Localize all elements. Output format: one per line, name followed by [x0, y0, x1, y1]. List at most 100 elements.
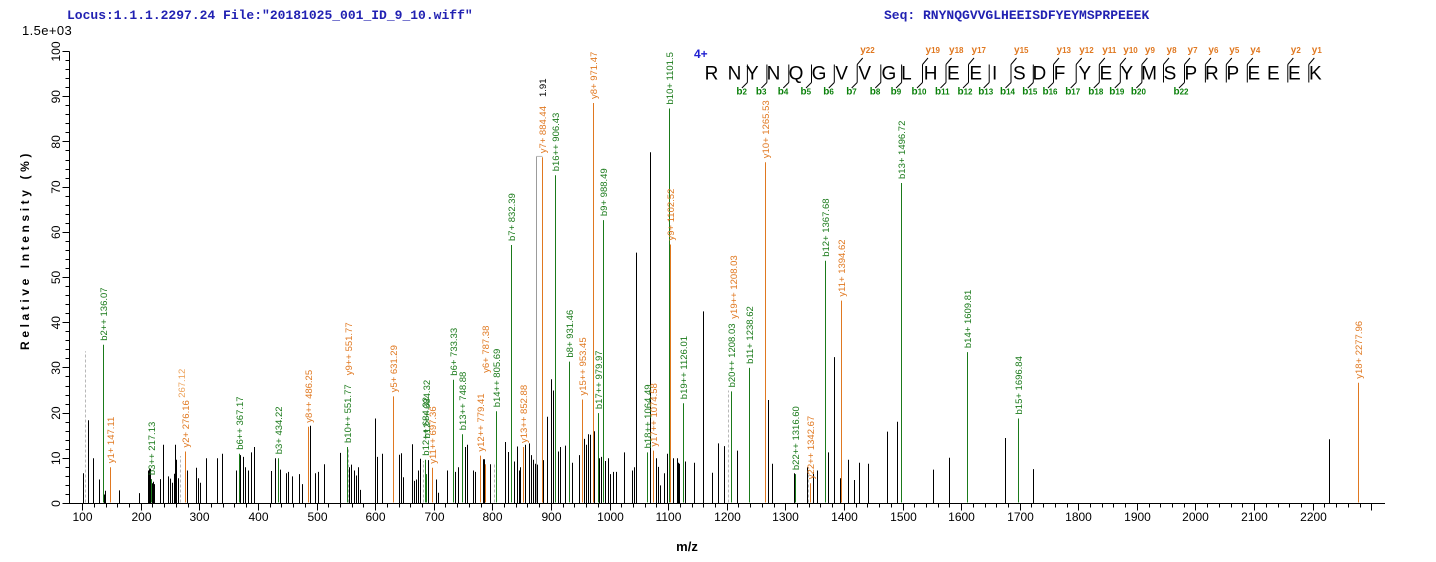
svg-text:1200: 1200 — [714, 510, 741, 524]
svg-text:S: S — [1164, 64, 1177, 85]
svg-text:y13++ 852.88: y13++ 852.88 — [519, 385, 530, 443]
svg-text:900: 900 — [541, 510, 561, 524]
svg-text:b18: b18 — [1088, 87, 1104, 98]
svg-text:Relative Intensity (%): Relative Intensity (%) — [18, 150, 32, 350]
svg-text:b12: b12 — [958, 87, 974, 98]
svg-text:V: V — [858, 64, 871, 85]
svg-text:b13++ 748.88: b13++ 748.88 — [458, 372, 469, 431]
svg-text:y17++ 1074.58: y17++ 1074.58 — [649, 383, 660, 446]
svg-text:G: G — [882, 64, 897, 85]
svg-text:b9: b9 — [891, 87, 902, 98]
svg-text:y9: y9 — [1145, 45, 1156, 56]
svg-text:b18++ 1064.49: b18++ 1064.49 — [643, 384, 654, 448]
svg-text:Q: Q — [789, 64, 804, 85]
svg-text:b22: b22 — [1174, 87, 1190, 98]
svg-text:2000: 2000 — [1182, 510, 1209, 524]
svg-text:b14+ 1609.81: b14+ 1609.81 — [963, 290, 974, 348]
svg-text:M: M — [1141, 64, 1157, 85]
svg-text:y9+ 1102.52: y9+ 1102.52 — [666, 189, 677, 241]
svg-text:b10++ 551.77: b10++ 551.77 — [343, 384, 354, 443]
svg-text:y5+ 631.29: y5+ 631.29 — [389, 345, 400, 392]
svg-text:y13: y13 — [1057, 45, 1072, 56]
svg-text:y10: y10 — [1123, 45, 1138, 56]
svg-text:b13+ 1496.72: b13+ 1496.72 — [897, 121, 908, 179]
svg-text:R: R — [705, 64, 719, 85]
svg-text:b12+ 1367.68: b12+ 1367.68 — [821, 198, 832, 256]
svg-text:b7+ 832.39: b7+ 832.39 — [507, 193, 518, 241]
svg-text:y8+ 971.47: y8+ 971.47 — [589, 52, 600, 99]
svg-text:b15: b15 — [1022, 87, 1038, 98]
svg-text:90: 90 — [49, 90, 63, 104]
svg-text:y11++ 697.36: y11++ 697.36 — [428, 406, 439, 463]
svg-text:600: 600 — [365, 510, 385, 524]
svg-text:b19: b19 — [1109, 87, 1125, 98]
svg-text:y4: y4 — [1250, 45, 1261, 56]
svg-text:E: E — [1247, 64, 1260, 85]
svg-text:b11+ 1238.62: b11+ 1238.62 — [745, 306, 756, 364]
svg-text:b14: b14 — [1000, 87, 1016, 98]
svg-text:I: I — [992, 64, 997, 85]
svg-text:y8: y8 — [1167, 45, 1178, 56]
svg-text:N: N — [767, 64, 781, 85]
svg-text:E: E — [1288, 64, 1301, 85]
svg-text:70: 70 — [49, 180, 63, 194]
svg-text:y7+ 884.44: y7+ 884.44 — [538, 106, 549, 153]
svg-text:400: 400 — [248, 510, 268, 524]
svg-text:100: 100 — [49, 41, 63, 61]
svg-text:1900: 1900 — [1124, 510, 1151, 524]
svg-text:0: 0 — [49, 500, 63, 507]
svg-text:40: 40 — [49, 316, 63, 330]
svg-text:4+: 4+ — [694, 47, 708, 61]
svg-text:b13: b13 — [978, 87, 994, 98]
svg-text:y18+ 2277.96: y18+ 2277.96 — [1354, 321, 1365, 379]
svg-text:1500: 1500 — [890, 510, 917, 524]
svg-text:y15: y15 — [1014, 45, 1029, 56]
svg-text:b12++ 684.32: b12++ 684.32 — [421, 397, 432, 456]
svg-text:b3+ 434.22: b3+ 434.22 — [274, 406, 285, 454]
svg-text:60: 60 — [49, 225, 63, 239]
svg-text:y8++ 486.25: y8++ 486.25 — [304, 370, 315, 423]
svg-text:1300: 1300 — [772, 510, 799, 524]
svg-text:y6+ 787.38: y6+ 787.38 — [481, 326, 492, 373]
svg-text:y5: y5 — [1229, 45, 1240, 56]
svg-text:100: 100 — [72, 510, 92, 524]
svg-text:1.91: 1.91 — [538, 79, 549, 98]
svg-text:1600: 1600 — [948, 510, 975, 524]
svg-text:y11+ 1394.62: y11+ 1394.62 — [837, 239, 848, 296]
svg-text:y19: y19 — [926, 45, 941, 56]
svg-text:20: 20 — [49, 406, 63, 420]
svg-text:b17: b17 — [1065, 87, 1081, 98]
svg-text:H: H — [924, 64, 938, 85]
svg-text:y18: y18 — [949, 45, 964, 56]
svg-text:S: S — [1013, 64, 1026, 85]
svg-text:1000: 1000 — [597, 510, 624, 524]
svg-text:y17: y17 — [972, 45, 987, 56]
svg-text:b8+ 931.46: b8+ 931.46 — [565, 310, 576, 358]
svg-text:b3++ 217.13: b3++ 217.13 — [147, 422, 158, 475]
svg-text:y12: y12 — [1079, 45, 1094, 56]
svg-text:y1: y1 — [1312, 45, 1323, 56]
svg-text:200: 200 — [131, 510, 151, 524]
svg-text:P: P — [1185, 64, 1198, 85]
svg-text:300: 300 — [189, 510, 209, 524]
svg-text:Y: Y — [1120, 64, 1133, 85]
svg-text:1100: 1100 — [656, 510, 682, 524]
svg-text:267.12: 267.12 — [177, 369, 188, 398]
svg-text:E: E — [1099, 64, 1112, 85]
svg-text:P: P — [1226, 64, 1239, 85]
svg-text:y15++ 953.45: y15++ 953.45 — [578, 337, 589, 395]
svg-text:2100: 2100 — [1241, 510, 1268, 524]
svg-text:y6: y6 — [1208, 45, 1219, 56]
svg-text:L: L — [901, 64, 912, 85]
svg-text:b7: b7 — [846, 87, 857, 98]
svg-text:y2+ 276.16: y2+ 276.16 — [181, 400, 192, 447]
svg-text:y9++ 551.77: y9++ 551.77 — [344, 322, 355, 375]
svg-text:700: 700 — [424, 510, 444, 524]
svg-text:b5: b5 — [801, 87, 812, 98]
svg-text:E: E — [1267, 64, 1280, 85]
svg-text:800: 800 — [482, 510, 502, 524]
svg-text:E: E — [969, 64, 982, 85]
svg-text:y22: y22 — [860, 45, 875, 56]
svg-text:F: F — [1054, 64, 1066, 85]
svg-text:Y: Y — [1079, 64, 1092, 85]
